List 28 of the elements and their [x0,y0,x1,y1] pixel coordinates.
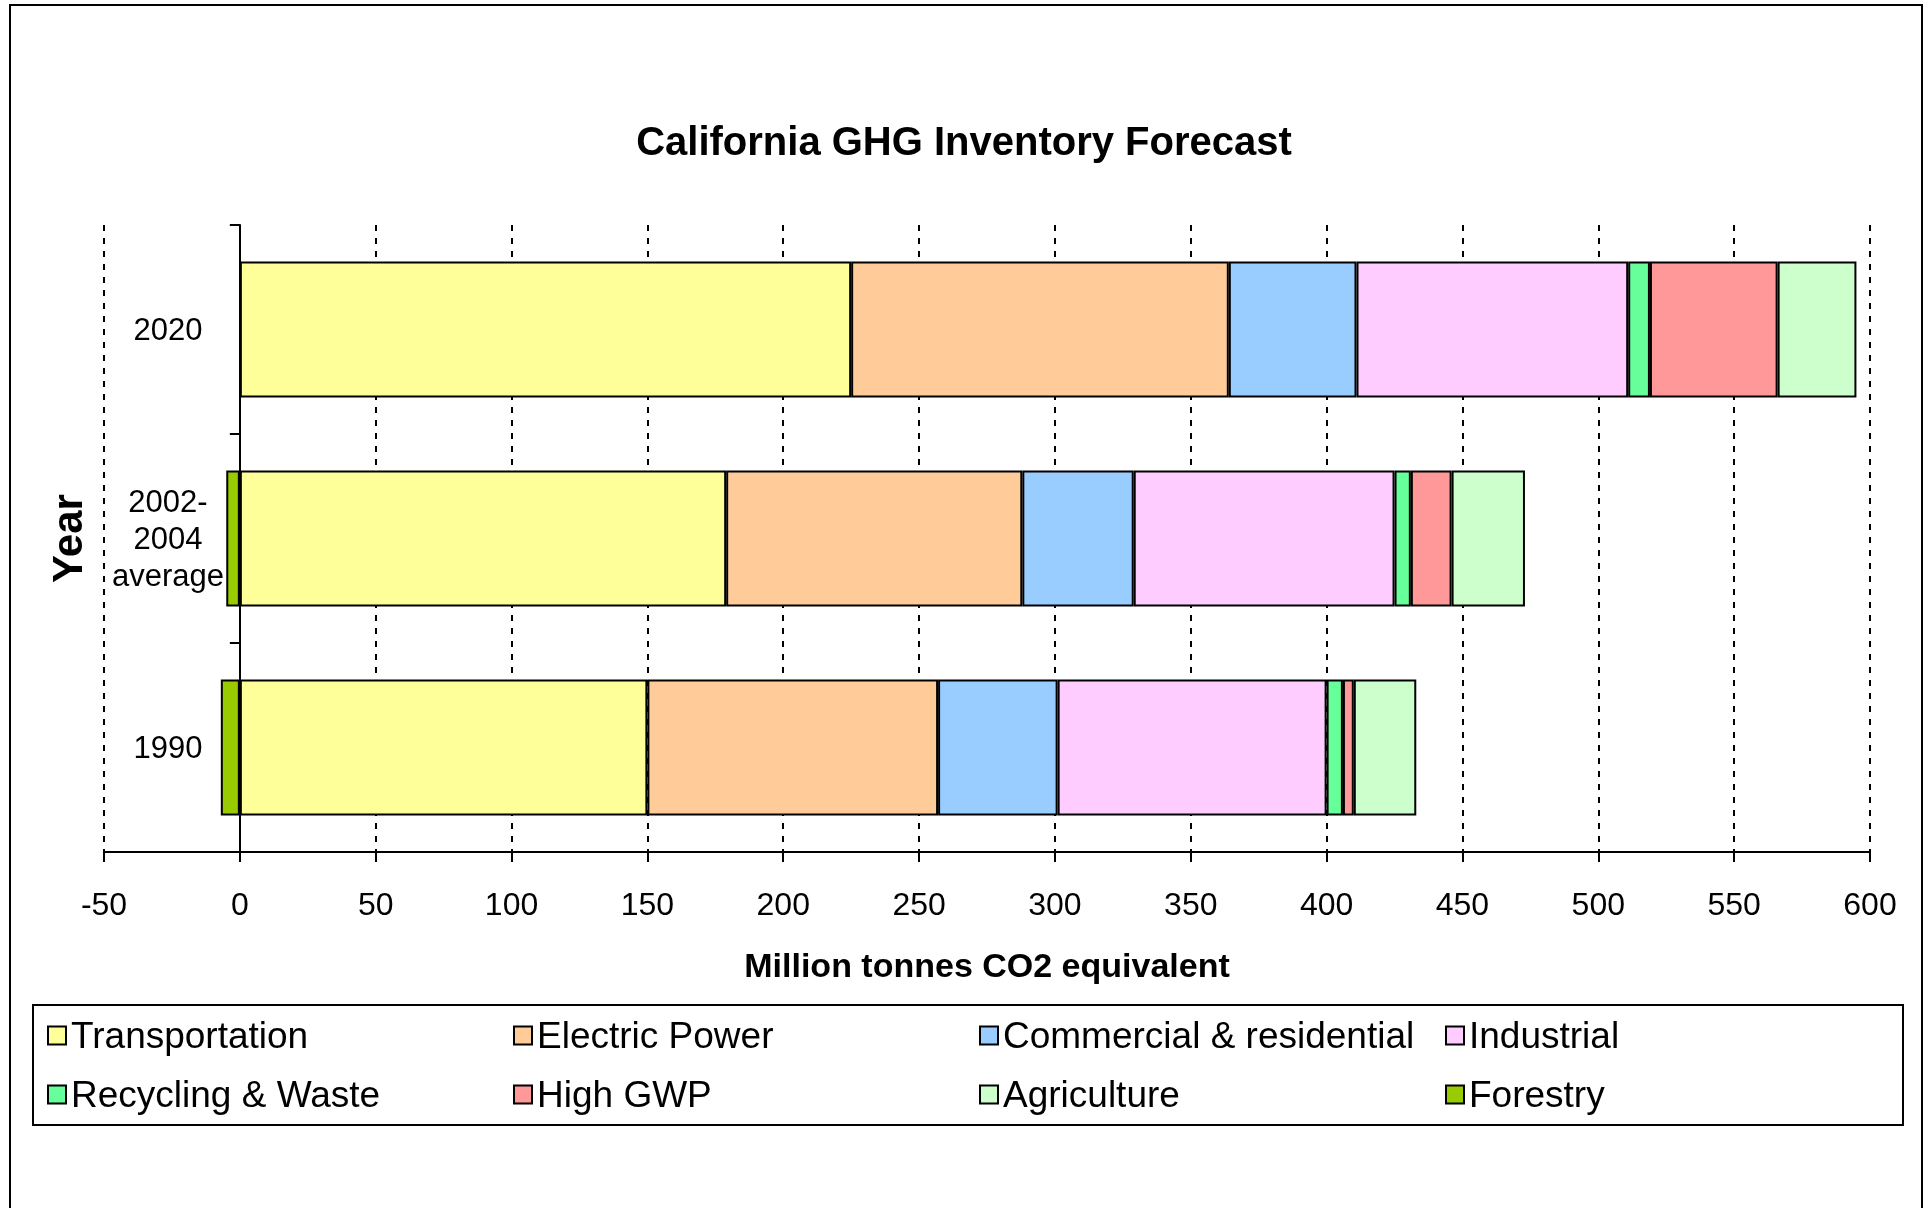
legend-label: Forestry [1469,1074,1606,1115]
y-axis-title: Year [43,494,91,583]
x-tick-label: 200 [756,886,810,922]
legend-label: Industrial [1469,1015,1620,1056]
x-tick-label: 250 [892,886,946,922]
legend-label: Agriculture [1003,1074,1180,1115]
x-tick-label: 150 [620,886,675,922]
chart-title: California GHG Inventory Forecast [636,119,1292,163]
x-tick-label: 0 [230,886,249,922]
x-tick-label: 450 [1435,886,1490,922]
x-tick-label: 350 [1164,886,1218,922]
y-tick-label: 2020 [133,312,203,347]
legend-label: Recycling & Waste [71,1074,381,1115]
legend-label: Electric Power [537,1015,774,1056]
y-tick-label: 1990 [133,730,203,765]
x-tick-label: 400 [1299,886,1354,922]
legend-label: Transportation [71,1015,309,1056]
x-tick-label: 500 [1571,886,1625,922]
x-tick-label: 300 [1028,886,1082,922]
x-tick-label: 550 [1707,886,1761,922]
y-tick-label: 2002-2004 average [111,484,225,593]
legend-label: High GWP [537,1074,712,1115]
x-tick-label: 100 [484,886,539,922]
x-tick-label: -50 [80,886,128,922]
x-axis-title: Million tonnes CO2 equivalent [744,946,1230,984]
x-tick-label: 50 [357,886,394,922]
legend-label: Commercial & residential [1003,1015,1415,1056]
x-tick-label: 600 [1843,886,1897,922]
